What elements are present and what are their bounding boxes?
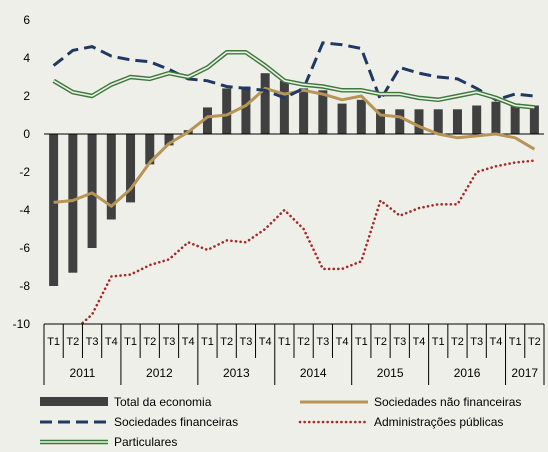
x-tick-label-quarter: T1 xyxy=(509,336,522,348)
x-tick-label-year: 2017 xyxy=(511,366,538,380)
bar-total-da-economia xyxy=(491,101,501,134)
y-tick-label: 6 xyxy=(23,13,30,27)
x-tick-label-year: 2016 xyxy=(454,366,481,380)
bar-total-da-economia xyxy=(510,103,520,134)
x-tick-label-quarter: T4 xyxy=(336,336,349,348)
legend-item-total-da-economia: Total da economia xyxy=(40,395,212,409)
legend-item-sociedades-financeiras: Sociedades financeiras xyxy=(40,415,238,429)
legend-label: Administrações públicas xyxy=(374,415,503,429)
bar-total-da-economia xyxy=(164,134,174,146)
x-tick-label-quarter: T3 xyxy=(86,336,99,348)
bar-total-da-economia xyxy=(452,109,462,134)
bar-total-da-economia xyxy=(222,88,232,134)
bar-total-da-economia xyxy=(299,88,309,134)
legend-item-sociedades-nao-financeiras: Sociedades não financeiras xyxy=(300,395,521,409)
x-tick-label-quarter: T2 xyxy=(66,336,79,348)
line-series-group xyxy=(52,41,536,324)
line-sociedades-financeiras xyxy=(52,41,535,104)
bar-total-da-economia xyxy=(472,105,482,134)
x-tick-label-quarter: T2 xyxy=(451,336,464,348)
bar-series-total-da-economia xyxy=(49,73,539,286)
x-tick-label-year: 2012 xyxy=(146,366,173,380)
y-tick-labels: 6 4 2 0 -2 -4 -6 -8 -10 xyxy=(13,13,31,331)
line-administracoes-publicas xyxy=(79,159,536,324)
bar-total-da-economia xyxy=(318,90,328,134)
bar-total-da-economia xyxy=(414,109,424,134)
x-tick-label-quarter: T2 xyxy=(143,336,156,348)
x-tick-label-quarter: T3 xyxy=(316,336,329,348)
x-tick-label-year: 2015 xyxy=(377,366,404,380)
legend-label: Total da economia xyxy=(114,395,212,409)
x-tick-label-quarter: T1 xyxy=(432,336,445,348)
bar-total-da-economia xyxy=(356,99,366,134)
y-tick-label: -6 xyxy=(19,241,30,255)
y-tick-label: 2 xyxy=(23,89,30,103)
x-category-grid: T1 T2 T3 T4 T1 T2 T3 T4 T1 T2 T3 T4 T1 T2 T3 T4 T1 T2 T3 T4… xyxy=(43,323,545,385)
x-tick-label-quarter: T1 xyxy=(278,336,291,348)
bar-total-da-economia xyxy=(279,80,289,134)
y-tick-label: -4 xyxy=(19,203,30,217)
bar-total-da-economia xyxy=(260,73,270,134)
x-tick-label-quarter: T2 xyxy=(528,336,541,348)
x-tick-label-quarter: T1 xyxy=(355,336,368,348)
legend-label: Sociedades não financeiras xyxy=(374,395,521,409)
y-tick-label: -10 xyxy=(13,317,31,331)
x-tick-label-quarter: T2 xyxy=(297,336,310,348)
x-tick-label-year: 2011 xyxy=(70,366,96,380)
bar-total-da-economia xyxy=(395,109,405,134)
x-tick-label-year: 2013 xyxy=(223,366,250,380)
x-tick-label-quarter: T1 xyxy=(124,336,137,348)
y-tick-label: -2 xyxy=(19,165,30,179)
legend: Total da economia Sociedades não financei… xyxy=(40,395,521,449)
x-tick-label-quarter: T4 xyxy=(182,336,195,348)
x-tick-label-quarter: T3 xyxy=(163,336,176,348)
x-tick-label-quarter: T3 xyxy=(470,336,483,348)
bar-total-da-economia xyxy=(87,134,97,248)
x-tick-label-quarter: T2 xyxy=(374,336,387,348)
bar-total-da-economia xyxy=(241,86,251,134)
y-tick-label: -8 xyxy=(19,279,30,293)
bar-total-da-economia xyxy=(145,134,155,165)
legend-item-administracoes-publicas: Administrações públicas xyxy=(298,415,503,429)
x-tick-label-quarter: T1 xyxy=(201,336,214,348)
y-tick-label: 0 xyxy=(23,127,30,141)
x-tick-label-quarter: T3 xyxy=(393,336,406,348)
x-tick-label-quarter: T2 xyxy=(220,336,233,348)
y-tick-label: 4 xyxy=(23,51,30,65)
x-tick-label-quarter: T4 xyxy=(413,336,426,348)
legend-item-particulares: Particulares xyxy=(40,435,177,449)
x-tick-label-quarter: T3 xyxy=(240,336,253,348)
legend-label: Sociedades financeiras xyxy=(114,415,238,429)
legend-label: Particulares xyxy=(114,435,177,449)
line-sociedades-nao-financeiras xyxy=(53,86,536,208)
bar-total-da-economia xyxy=(433,109,443,134)
bar-total-da-economia xyxy=(68,134,78,273)
x-tick-label-quarter: T4 xyxy=(259,336,272,348)
bar-total-da-economia xyxy=(376,109,386,134)
x-tick-label-quarter: T4 xyxy=(490,336,503,348)
bar-total-da-economia xyxy=(202,107,212,134)
line-particulares xyxy=(52,50,535,110)
x-tick-label-quarter: T1 xyxy=(47,336,60,348)
bar-total-da-economia xyxy=(337,103,347,134)
bar-total-da-economia xyxy=(529,105,539,134)
bar-total-da-economia xyxy=(49,134,59,286)
x-tick-label-quarter: T4 xyxy=(105,336,118,348)
x-tick-label-year: 2014 xyxy=(300,366,327,380)
bar-total-da-economia xyxy=(106,134,116,220)
bar-total-da-economia xyxy=(126,134,136,203)
